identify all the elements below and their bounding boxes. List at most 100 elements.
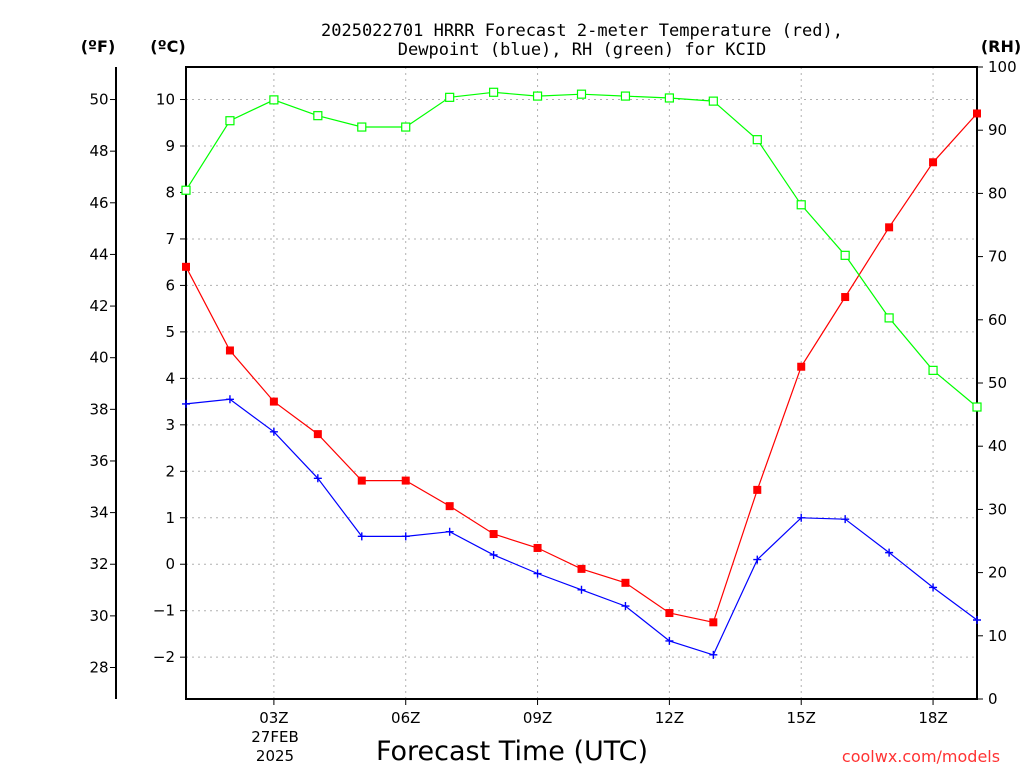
time-tick-label: 18Z <box>918 709 947 727</box>
temperature-point <box>269 397 278 406</box>
temperature-point <box>841 293 850 302</box>
dewpoint-point <box>753 555 762 564</box>
fahrenheit-axis: 28 30 32 34 36 38 40 42 44 46 48 50 <box>89 91 116 677</box>
rh-point <box>972 402 982 412</box>
fahrenheit-unit-label: (ºF) <box>81 37 116 56</box>
temperature-point <box>489 530 498 539</box>
celsius-tick-label: −2 <box>153 648 175 666</box>
rh-tick-label: 20 <box>988 564 1007 582</box>
fahrenheit-tick-label: 48 <box>89 142 108 160</box>
dewpoint-point <box>445 527 454 536</box>
rh-tick-label: 60 <box>988 311 1007 329</box>
temperature-point <box>533 543 542 552</box>
celsius-tick-label: 10 <box>156 91 175 109</box>
celsius-tick-label: 4 <box>165 369 175 387</box>
dewpoint-point <box>489 550 498 559</box>
credit-text: coolwx.com/models <box>842 747 1000 766</box>
time-tick-label: 15Z <box>787 709 816 727</box>
temperature-point <box>753 485 762 494</box>
fahrenheit-tick-label: 38 <box>89 400 108 418</box>
dewpoint-point <box>797 513 806 522</box>
rh-tick-label: 80 <box>988 184 1007 202</box>
rh-point <box>576 89 587 99</box>
dewpoint-point <box>709 650 718 659</box>
celsius-tick-label: 3 <box>165 416 175 434</box>
date-label-year: 2025 <box>256 747 294 765</box>
rh-point <box>840 250 850 260</box>
dewpoint-point <box>533 569 542 578</box>
celsius-tick-label: 8 <box>165 183 175 201</box>
rh-axis: 0 10 20 30 40 50 60 70 80 90 100 <box>977 58 1017 708</box>
rh-unit-label: (RH) <box>981 37 1021 56</box>
time-tick-label: 12Z <box>655 709 684 727</box>
celsius-unit-label: (ºC) <box>150 37 185 56</box>
celsius-tick-label: 2 <box>165 462 175 480</box>
rh-tick-label: 100 <box>988 58 1017 76</box>
time-tick-label: 03Z <box>259 709 288 727</box>
celsius-tick-label: 5 <box>165 323 175 341</box>
dewpoint-point <box>577 585 586 594</box>
rh-tick-label: 0 <box>988 690 998 708</box>
temperature-point <box>182 262 190 271</box>
dewpoint-point <box>973 616 981 624</box>
fahrenheit-tick-label: 46 <box>89 194 108 212</box>
temperature-point <box>973 109 981 118</box>
celsius-tick-label: 9 <box>165 137 175 155</box>
fahrenheit-tick-label: 36 <box>89 452 108 470</box>
dewpoint-point <box>621 602 630 611</box>
temperature-point <box>797 362 806 371</box>
fahrenheit-tick-label: 42 <box>89 297 108 315</box>
temperature-point <box>885 223 894 232</box>
celsius-tick-label: −1 <box>153 602 175 620</box>
celsius-tick-label: 1 <box>165 509 175 527</box>
rh-point <box>620 91 631 101</box>
temperature-point <box>225 346 234 355</box>
dewpoint-point <box>401 532 410 541</box>
temperature-point <box>357 476 366 485</box>
series-layer <box>181 87 982 659</box>
rh-tick-label: 70 <box>988 248 1007 266</box>
rh-point <box>313 111 323 121</box>
date-label-day: 27FEB <box>251 728 298 746</box>
rh-point <box>928 365 938 375</box>
temperature-point <box>445 502 454 511</box>
dewpoint-point <box>929 583 938 592</box>
rh-point <box>357 122 367 132</box>
dewpoint-point <box>269 427 278 436</box>
time-axis: 03Z 06Z 09Z 12Z 15Z 18Z <box>259 699 948 727</box>
celsius-tick-label: 6 <box>165 276 175 294</box>
chart-title-line2: Dewpoint (blue), RH (green) for KCID <box>398 40 766 60</box>
rh-tick-label: 50 <box>988 374 1007 392</box>
dewpoint-point <box>357 532 366 541</box>
dewpoint-point <box>313 474 322 483</box>
rh-point <box>269 95 279 105</box>
time-tick-label: 06Z <box>391 709 420 727</box>
fahrenheit-tick-label: 44 <box>89 245 108 263</box>
rh-point <box>796 200 806 210</box>
fahrenheit-tick-label: 34 <box>89 504 108 522</box>
fahrenheit-tick-label: 30 <box>89 607 108 625</box>
temperature-point <box>401 476 410 485</box>
rh-point <box>708 96 718 106</box>
temperature-point <box>929 158 938 167</box>
celsius-tick-label: 0 <box>165 555 175 573</box>
rh-tick-label: 30 <box>988 500 1007 518</box>
dewpoint-point <box>885 548 894 557</box>
fahrenheit-tick-label: 50 <box>89 91 108 109</box>
celsius-tick-label: 7 <box>165 230 175 248</box>
rh-point <box>752 135 762 145</box>
rh-tick-label: 10 <box>988 627 1007 645</box>
rh-point <box>664 93 674 103</box>
time-tick-label: 09Z <box>523 709 552 727</box>
temperature-point <box>577 564 586 573</box>
x-axis-title: Forecast Time (UTC) <box>376 736 648 767</box>
rh-point <box>445 92 455 102</box>
temperature-point <box>313 430 322 439</box>
dewpoint-point <box>182 399 190 408</box>
rh-tick-label: 90 <box>988 121 1007 139</box>
dewpoint-point <box>665 636 674 645</box>
dewpoint-point <box>841 515 850 524</box>
rh-point <box>401 122 411 132</box>
